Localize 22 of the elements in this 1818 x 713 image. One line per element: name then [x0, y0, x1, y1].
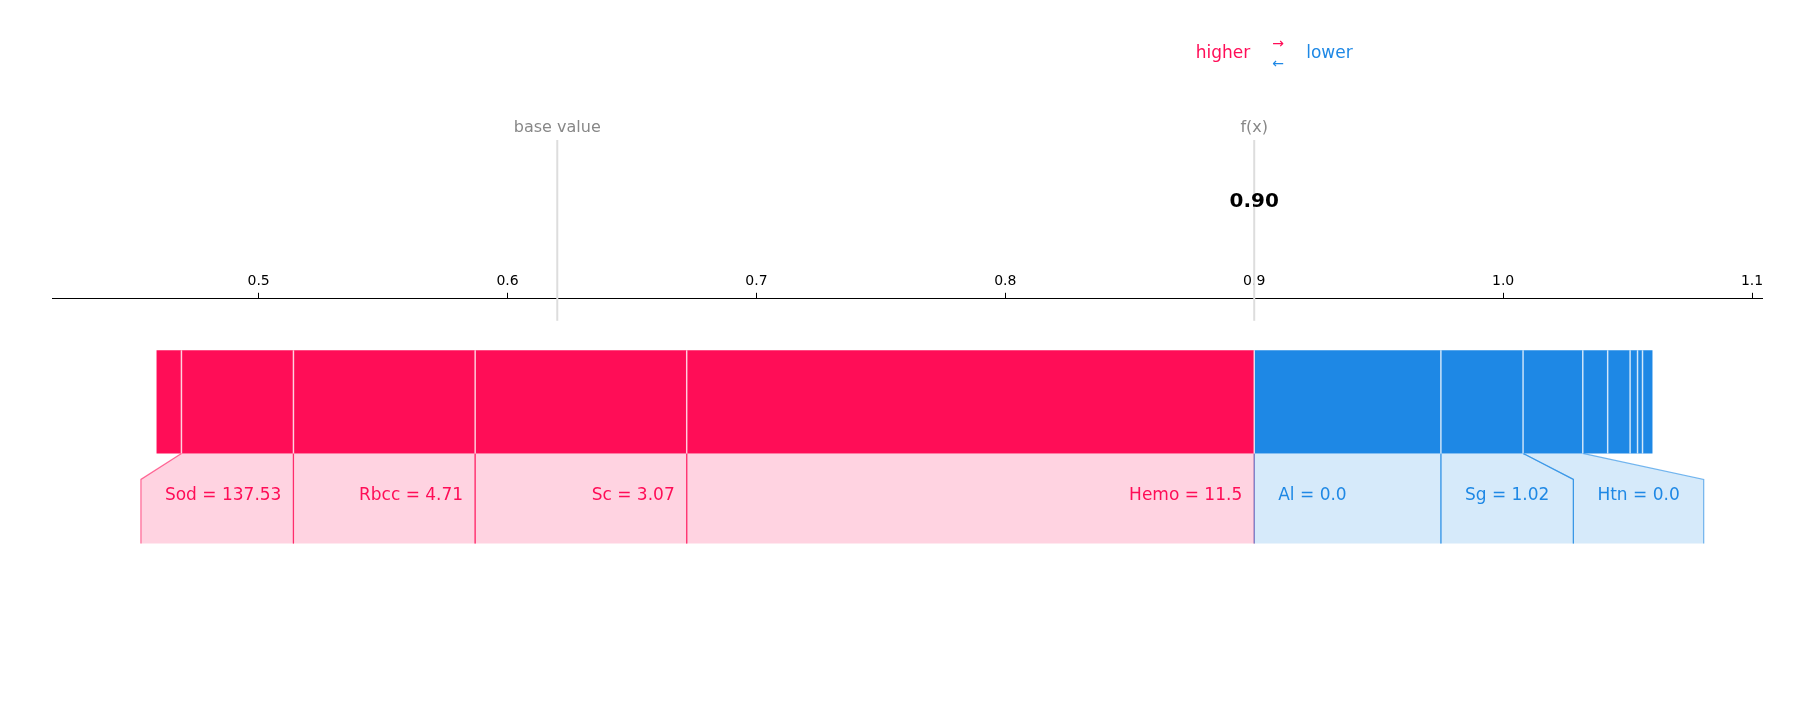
series-label: Sc = 3.07: [591, 483, 675, 504]
series-label: Al = 0.0: [1278, 483, 1347, 504]
x-tick-label: 0.5: [247, 272, 270, 289]
text: ←: [1272, 54, 1285, 71]
x-tick-label: 1.0: [1492, 272, 1515, 289]
series-label: Sod = 137.53: [164, 483, 282, 504]
bar: [1642, 350, 1653, 454]
series-label: Htn = 0.0: [1597, 483, 1680, 504]
x-tick-label: 0.7: [745, 272, 768, 289]
x-tick-label: 1.1: [1740, 272, 1764, 289]
series-label: Rbcc = 4.71: [358, 483, 464, 504]
x-tick-label: 0.8: [994, 272, 1017, 289]
ref-line-label: base value: [513, 117, 601, 137]
x-tick-label: 0.6: [496, 272, 519, 289]
series-label: Hemo = 11.5: [1129, 483, 1243, 504]
ref-line-label: f(x): [1240, 117, 1269, 137]
x-tick-label: 0.9: [1243, 272, 1266, 289]
text: lower: [1306, 42, 1353, 63]
text: higher: [1195, 42, 1251, 63]
text: →: [1272, 34, 1285, 51]
series-label: Sg = 1.02: [1464, 483, 1550, 504]
annotation: 0.90: [1229, 188, 1279, 213]
